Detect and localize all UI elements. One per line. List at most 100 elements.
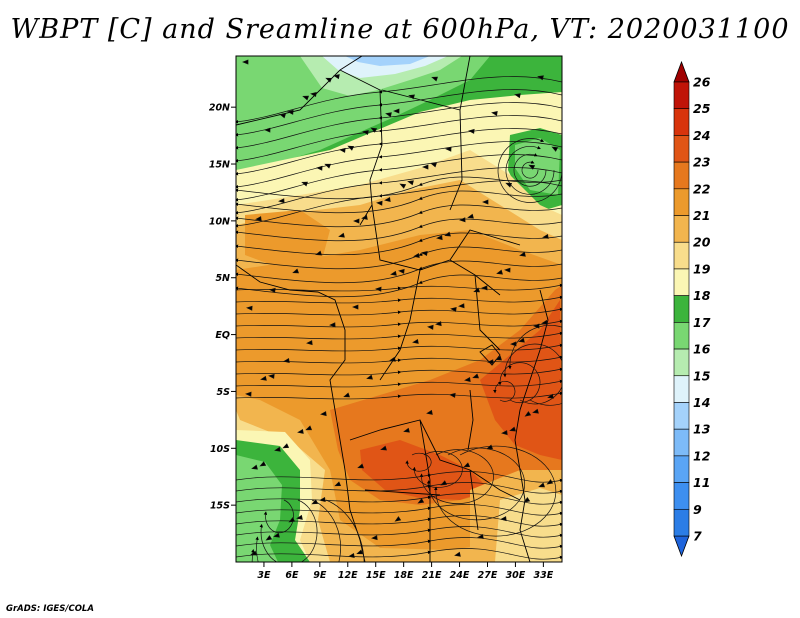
streamline [236, 379, 562, 388]
streamline-arrow [426, 409, 433, 415]
streamline-arrow [464, 377, 471, 383]
grads-credit: GrADS: IGES/COLA [6, 604, 94, 614]
colorbar-segment [673, 508, 690, 537]
streamline-arrow [518, 337, 525, 343]
colorbar-segment [673, 215, 690, 243]
map-frame [235, 55, 563, 563]
streamline [236, 343, 562, 352]
streamline-arrow [380, 445, 387, 451]
colorbar-segment [673, 108, 690, 136]
streamline-arrow [435, 321, 442, 327]
streamline-arrow [412, 338, 419, 344]
streamline [236, 471, 562, 483]
streamline-arrow [436, 235, 443, 241]
wbpt-region-17-southwest [236, 455, 282, 562]
streamline-arrow [454, 551, 461, 557]
streamline-arrow [273, 532, 280, 538]
streamline [236, 295, 562, 304]
streamline-arrow [264, 127, 271, 133]
streamline-arrow [430, 162, 437, 168]
streamline-arrow [509, 426, 516, 432]
streamline-arrow [274, 446, 281, 452]
streamline-arrow [361, 214, 368, 220]
streamline-arrow [347, 145, 355, 151]
colorbar-segment [673, 428, 690, 457]
streamline-arrow [541, 319, 548, 325]
streamline-arrow [384, 197, 391, 203]
streamline [259, 499, 318, 562]
streamline [405, 452, 432, 472]
colorbar-segment [673, 482, 690, 510]
streamline-arrow [468, 128, 475, 134]
streamline [236, 307, 562, 316]
streamline-arrow [352, 304, 359, 310]
y-tick-label: 15S [210, 501, 230, 512]
streamline-arrow [537, 75, 544, 81]
y-tick-label: 5N [215, 273, 230, 284]
streamline [236, 526, 562, 538]
x-axis: 3E 6E 9E 12E 15E 18E 21E 24E 27E 30E 33E [257, 562, 554, 581]
streamline-arrow [268, 373, 275, 379]
streamline-arrow [260, 375, 267, 381]
colorbar-label: 18 [693, 288, 711, 303]
streamline-arrow [472, 373, 480, 379]
streamline-arrow [389, 356, 396, 362]
streamline-arrow [255, 216, 262, 222]
streamline-arrow [413, 252, 420, 258]
streamline-arrow [265, 535, 273, 541]
streamline-arrow [366, 374, 373, 380]
streamline-arrow [505, 182, 513, 188]
y-tick-label: 5S [217, 387, 231, 398]
colorbar-segment [673, 402, 690, 430]
colorbar-label: 22 [693, 181, 710, 196]
x-tick-label: 30E [506, 570, 526, 581]
streamline-arrow [399, 183, 407, 189]
streamline-arrow [319, 497, 326, 503]
x-tick-label: 18E [394, 570, 414, 581]
streamline-arrow [407, 180, 414, 186]
streamline-arrow [259, 461, 267, 467]
streamline-arrow [417, 498, 425, 504]
x-tick-label: 6E [285, 570, 299, 581]
streamline-arrow [362, 130, 369, 136]
streamline-arrow [528, 164, 536, 170]
streamline-arrow [376, 200, 383, 206]
wbpt-region-14-north [345, 56, 430, 66]
colorbar-label: 17 [693, 315, 711, 330]
colorbar-min-arrow [673, 535, 690, 558]
streamline-arrow [348, 552, 355, 558]
x-tick-label: 27E [478, 570, 498, 581]
streamline-arrow [297, 428, 304, 434]
streamline [513, 153, 547, 187]
streamline-arrow [450, 306, 457, 312]
streamline [263, 499, 294, 534]
streamline-arrow [504, 267, 511, 273]
y-tick-label: 10S [210, 444, 230, 455]
streamline [497, 138, 562, 203]
streamline-arrow [533, 323, 540, 329]
streamline-arrow [459, 217, 466, 223]
colorbar-label: 16 [693, 342, 711, 357]
streamline-arrow [283, 357, 290, 363]
x-tick-label: 24E [450, 570, 470, 581]
colorbar-label: 13 [693, 422, 710, 437]
streamline-arrow [242, 59, 249, 65]
streamline-arrow [458, 303, 465, 309]
y-tick-label: 20N [209, 103, 230, 114]
streamline-arrow [310, 91, 317, 97]
streamline-arrow [551, 146, 559, 152]
streamline-arrow [398, 268, 405, 274]
streamline-arrow [445, 146, 452, 152]
streamline-arrow [519, 251, 526, 257]
colorbar-label: 9 [693, 502, 702, 517]
colorbar-segment [673, 348, 690, 377]
streamline-arrow [487, 359, 494, 365]
streamline-arrow [370, 127, 378, 133]
streamline-arrow [278, 198, 285, 204]
streamline [255, 499, 341, 562]
streamline-arrow [491, 111, 498, 117]
streamline-arrow [486, 444, 494, 450]
lake-tanganyika [467, 389, 474, 451]
streamline-arrow [496, 269, 503, 275]
streamline-arrow [393, 108, 400, 114]
